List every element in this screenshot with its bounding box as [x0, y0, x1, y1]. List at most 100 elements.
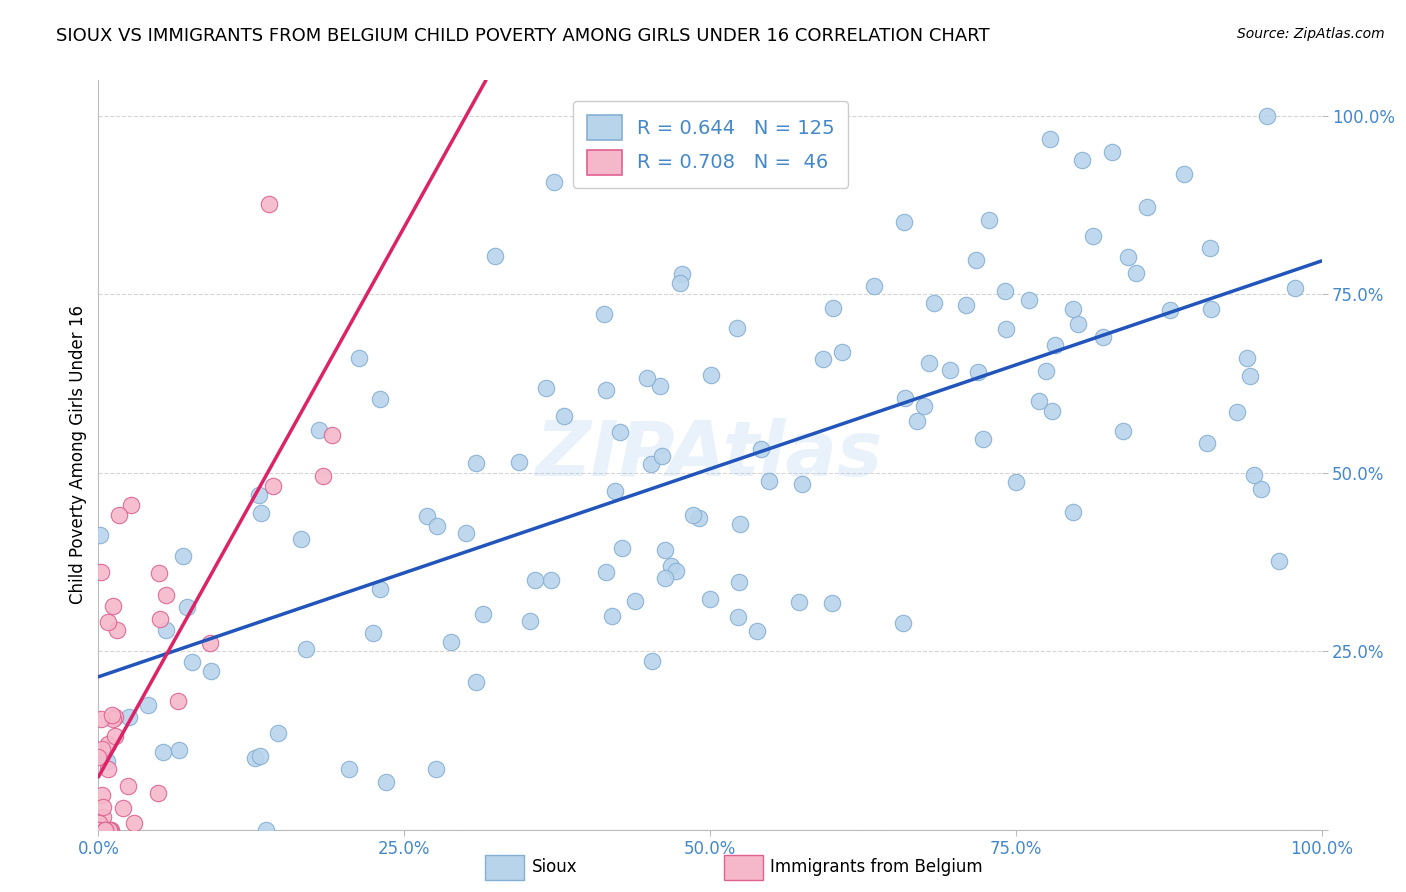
Point	[91, 799, 114, 814]
Point	[610, 541, 633, 555]
Point	[1125, 267, 1147, 281]
Point	[519, 614, 541, 628]
Point	[166, 694, 188, 708]
Point	[290, 532, 312, 546]
Point	[101, 712, 124, 726]
Point	[688, 511, 710, 525]
Point	[1039, 132, 1062, 146]
Point	[98, 822, 121, 837]
Point	[471, 607, 494, 621]
Point	[1091, 330, 1114, 344]
Point	[87, 822, 110, 837]
Point	[1236, 351, 1258, 365]
Point	[90, 712, 112, 726]
Point	[1066, 318, 1088, 332]
Point	[534, 381, 557, 395]
Point	[728, 517, 751, 532]
Point	[94, 822, 117, 837]
Point	[671, 267, 693, 281]
Point	[87, 822, 110, 837]
Y-axis label: Child Poverty Among Girls Under 16: Child Poverty Among Girls Under 16	[69, 305, 87, 605]
Point	[97, 737, 120, 751]
Point	[609, 425, 631, 440]
Point	[267, 726, 290, 740]
Point	[665, 564, 688, 578]
Point	[603, 483, 626, 498]
Point	[243, 751, 266, 765]
Point	[120, 498, 142, 512]
Point	[790, 477, 813, 491]
Point	[1018, 293, 1040, 308]
Point	[97, 762, 120, 776]
Point	[91, 810, 114, 824]
Point	[1159, 302, 1181, 317]
Point	[200, 664, 222, 678]
Point	[651, 449, 673, 463]
Point	[979, 213, 1001, 227]
Point	[654, 571, 676, 585]
Point	[1116, 250, 1139, 264]
Point	[148, 566, 170, 581]
Point	[1226, 405, 1249, 419]
Point	[101, 599, 124, 613]
Point	[349, 351, 371, 366]
Text: SIOUX VS IMMIGRANTS FROM BELGIUM CHILD POVERTY AMONG GIRLS UNDER 16 CORRELATION : SIOUX VS IMMIGRANTS FROM BELGIUM CHILD P…	[56, 27, 990, 45]
Point	[90, 565, 112, 579]
Point	[1136, 200, 1159, 214]
Point	[104, 729, 127, 743]
Point	[682, 508, 704, 522]
Point	[863, 278, 886, 293]
Point	[918, 356, 941, 370]
Point	[257, 197, 280, 211]
Point	[922, 295, 945, 310]
Point	[912, 399, 935, 413]
Point	[1101, 145, 1123, 159]
Point	[117, 779, 139, 793]
Point	[96, 755, 118, 769]
Point	[967, 365, 990, 379]
Point	[787, 595, 810, 609]
Point	[1028, 393, 1050, 408]
Point	[89, 528, 111, 542]
Point	[148, 786, 170, 800]
Point	[312, 468, 335, 483]
Point	[831, 344, 853, 359]
Point	[553, 409, 575, 423]
Point	[100, 822, 122, 837]
Point	[524, 573, 547, 587]
Point	[425, 762, 447, 776]
Point	[595, 383, 617, 397]
Point	[87, 750, 110, 764]
Point	[89, 822, 111, 837]
Point	[540, 574, 562, 588]
Point	[659, 559, 682, 574]
Point	[361, 625, 384, 640]
Point	[939, 363, 962, 377]
Point	[172, 549, 194, 564]
Point	[155, 588, 177, 602]
Legend: R = 0.644   N = 125, R = 0.708   N =  46: R = 0.644 N = 125, R = 0.708 N = 46	[574, 101, 848, 188]
Point	[149, 611, 172, 625]
Text: Sioux: Sioux	[531, 858, 576, 876]
Point	[91, 742, 114, 756]
Point	[965, 252, 987, 267]
Point	[249, 748, 271, 763]
Point	[1081, 228, 1104, 243]
Point	[972, 432, 994, 446]
Point	[955, 298, 977, 312]
Point	[107, 508, 129, 522]
Point	[368, 392, 391, 407]
Point	[155, 623, 177, 637]
Point	[262, 479, 284, 493]
Point	[465, 674, 488, 689]
Point	[136, 698, 159, 713]
Point	[465, 456, 488, 470]
Point	[90, 822, 112, 837]
Point	[91, 822, 114, 837]
Point	[176, 599, 198, 614]
Point	[623, 594, 645, 608]
Point	[641, 654, 664, 668]
Point	[337, 762, 360, 776]
Point	[93, 822, 115, 837]
Point	[247, 488, 270, 502]
